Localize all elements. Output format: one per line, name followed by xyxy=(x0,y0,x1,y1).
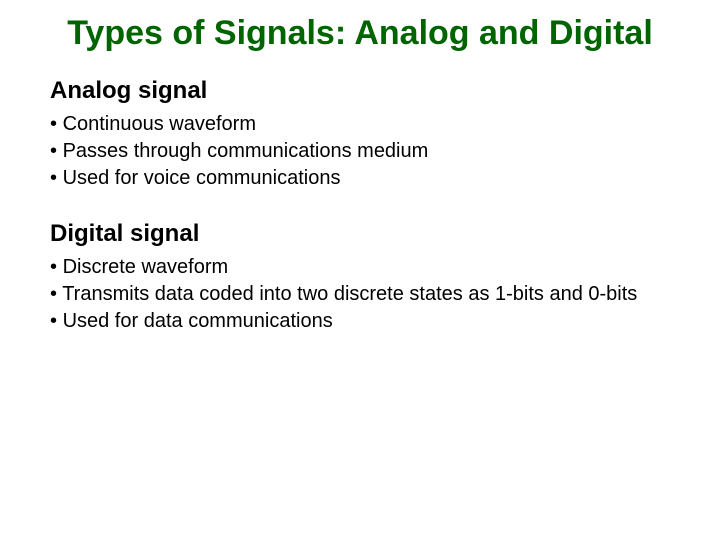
bullet-text: Used for data communications xyxy=(63,310,333,332)
bullet-text: Transmits data coded into two discrete s… xyxy=(62,283,637,305)
bullet-list: • Discrete waveform • Transmits data cod… xyxy=(50,254,670,335)
list-item: • Used for data communications xyxy=(50,308,670,335)
bullet-list: • Continuous waveform • Passes through c… xyxy=(50,111,670,192)
bullet-text: Discrete waveform xyxy=(63,256,229,278)
section-digital: Digital signal • Discrete waveform • Tra… xyxy=(50,220,670,335)
list-item: • Transmits data coded into two discrete… xyxy=(50,281,670,308)
list-item: • Continuous waveform xyxy=(50,111,670,138)
bullet-text: Passes through communications medium xyxy=(63,140,429,162)
list-item: • Discrete waveform xyxy=(50,254,670,281)
bullet-text: Continuous waveform xyxy=(63,113,256,135)
section-heading: Analog signal xyxy=(50,77,670,105)
section-heading: Digital signal xyxy=(50,220,670,248)
bullet-text: Used for voice communications xyxy=(63,167,341,189)
slide-title: Types of Signals: Analog and Digital xyxy=(50,12,670,55)
list-item: • Used for voice communications xyxy=(50,165,670,192)
section-analog: Analog signal • Continuous waveform • Pa… xyxy=(50,77,670,192)
list-item: • Passes through communications medium xyxy=(50,138,670,165)
